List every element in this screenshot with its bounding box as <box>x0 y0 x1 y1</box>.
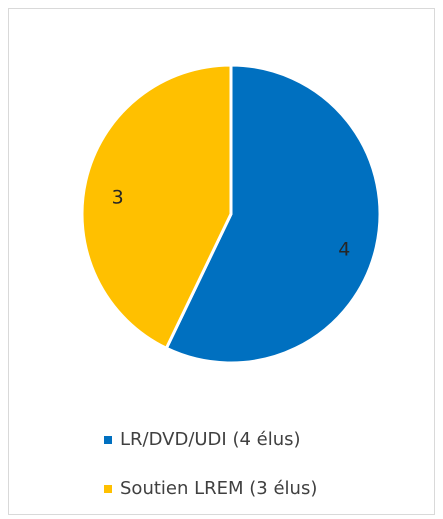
legend-label: LR/DVD/UDI (4 élus) <box>120 429 301 450</box>
pie-slice <box>164 63 382 365</box>
legend-label: Soutien LREM (3 élus) <box>120 478 317 499</box>
legend-swatch <box>104 485 112 493</box>
pie-slice <box>80 63 233 351</box>
data-label: 4 <box>338 238 350 260</box>
legend-swatch <box>104 436 112 444</box>
data-label: 3 <box>112 187 124 209</box>
